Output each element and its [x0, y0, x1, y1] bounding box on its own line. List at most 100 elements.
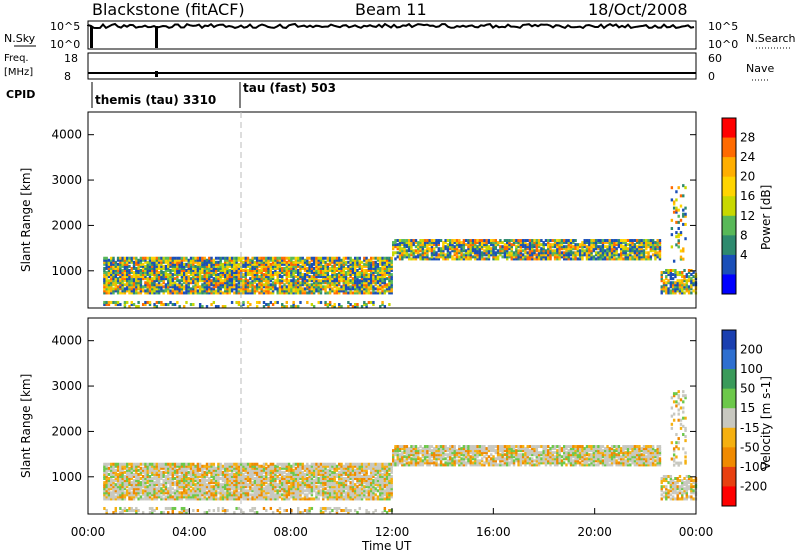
data-cell: [312, 464, 316, 468]
data-cell: [390, 281, 393, 285]
data-cell: [157, 285, 161, 289]
data-cell: [217, 279, 220, 283]
data-cell: [317, 283, 320, 287]
data-cell: [299, 487, 302, 491]
data-cell: [112, 464, 115, 468]
data-cell: [249, 466, 252, 470]
colorbar-segment: [722, 157, 736, 178]
data-cell: [167, 266, 170, 270]
data-cell: [153, 495, 156, 499]
data-cell: [319, 489, 323, 493]
data-cell: [189, 479, 193, 483]
data-cell: [490, 249, 493, 253]
data-cell: [187, 497, 190, 501]
data-cell: [333, 281, 336, 285]
data-cell: [162, 260, 165, 264]
data-cell: [244, 281, 247, 285]
data-cell: [563, 241, 566, 245]
data-cell: [597, 245, 600, 249]
data-cell: [283, 481, 286, 485]
data-cell: [183, 462, 186, 466]
data-cell: [228, 279, 231, 283]
data-cell: [274, 472, 277, 476]
data-cell: [667, 287, 670, 291]
data-cell: [635, 249, 639, 253]
data-cell: [146, 491, 149, 495]
data-cell: [679, 231, 683, 235]
data-cell: [116, 464, 120, 468]
data-cell: [146, 485, 149, 489]
data-cell: [299, 266, 302, 270]
data-cell: [401, 255, 404, 259]
data-cell: [230, 495, 234, 499]
data-cell: [376, 256, 380, 260]
data-cell: [255, 266, 259, 270]
data-cell: [148, 285, 152, 289]
data-cell: [478, 255, 482, 259]
data-cell: [260, 472, 263, 476]
data-cell: [141, 466, 145, 470]
data-cell: [119, 468, 122, 472]
data-cell: [233, 468, 236, 472]
data-cell: [201, 279, 204, 283]
data-cell: [383, 266, 387, 270]
data-cell: [180, 262, 184, 266]
data-cell: [267, 275, 270, 279]
data-cell: [285, 281, 288, 285]
data-cell: [192, 497, 195, 501]
data-cell: [178, 474, 181, 478]
data-cell: [326, 262, 330, 266]
data-cell: [217, 487, 220, 491]
data-cell: [512, 253, 516, 257]
data-cell: [224, 273, 227, 277]
data-cell: [324, 291, 327, 295]
data-cell: [565, 241, 568, 245]
data-cell: [260, 479, 263, 483]
data-cell: [126, 462, 129, 466]
data-cell: [417, 245, 420, 249]
data-cell: [310, 275, 314, 279]
data-cell: [116, 291, 120, 295]
data-cell: [626, 255, 630, 259]
data-cell: [590, 253, 593, 257]
data-cell: [344, 285, 348, 289]
data-cell: [290, 305, 293, 309]
data-cell: [297, 487, 300, 491]
data-cell: [260, 275, 263, 279]
data-cell: [226, 279, 229, 283]
data-cell: [326, 285, 330, 289]
data-cell: [294, 264, 298, 268]
data-cell: [517, 245, 520, 249]
data-cell: [421, 243, 425, 247]
data-cell: [303, 497, 307, 501]
data-cell: [196, 279, 200, 283]
data-cell: [349, 258, 352, 262]
data-cell: [467, 257, 470, 261]
data-cell: [114, 260, 117, 264]
data-cell: [123, 291, 127, 295]
data-cell: [381, 291, 384, 295]
data-cell: [294, 489, 298, 493]
data-cell: [460, 249, 463, 253]
data-cell: [110, 256, 113, 260]
data-cell: [237, 266, 241, 270]
data-cell: [631, 251, 634, 255]
data-cell: [226, 264, 229, 268]
data-cell: [544, 243, 548, 247]
data-cell: [107, 493, 111, 497]
data-cell: [671, 268, 675, 272]
data-cell: [303, 479, 307, 483]
data-cell: [119, 287, 122, 291]
data-cell: [381, 266, 384, 270]
data-cell: [255, 271, 259, 275]
data-cell: [682, 257, 685, 261]
data-cell: [139, 497, 143, 501]
data-cell: [499, 249, 502, 253]
data-cell: [148, 262, 152, 266]
data-cell: [228, 275, 231, 279]
data-cell: [249, 479, 252, 483]
data-cell: [381, 258, 384, 262]
data-cell: [365, 279, 368, 283]
data-cell: [160, 303, 163, 307]
data-cell: [153, 483, 156, 487]
